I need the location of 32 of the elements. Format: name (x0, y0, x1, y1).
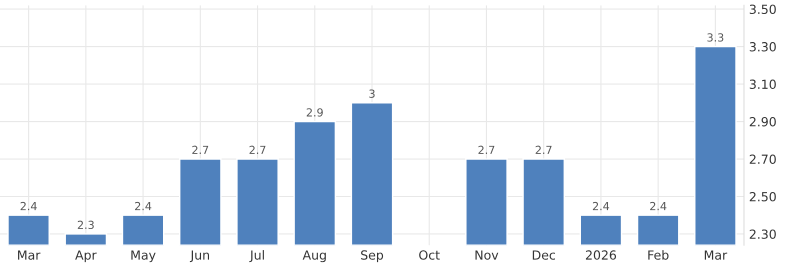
data-label: 2.9 (306, 108, 323, 117)
y-tick-label: 3.50 (750, 4, 776, 14)
x-tick-label: Oct (419, 250, 440, 260)
y-tick-label: 2.90 (750, 117, 776, 126)
data-label: 2.4 (592, 202, 610, 210)
y-tick-label: 2.30 (750, 229, 776, 239)
data-label: 2.7 (478, 146, 494, 154)
x-tick-label: Dec (532, 250, 556, 260)
y-tick-label: 3.10 (750, 80, 776, 89)
x-tick-label: Jun (190, 250, 210, 262)
x-tick-label: Aug (302, 250, 326, 262)
data-label: 2.7 (192, 146, 208, 154)
data-label: 2.4 (650, 202, 666, 210)
y-tick-label: 3.30 (750, 42, 776, 52)
x-tick-label: 2026 (586, 250, 616, 260)
x-tick-label: Jul (249, 250, 264, 262)
x-tick-label: Mar (18, 250, 40, 260)
data-label: 2.4 (135, 202, 152, 210)
x-tick-label: Mar (704, 250, 728, 260)
x-tick-label: May (131, 250, 156, 262)
data-label: 2.3 (78, 220, 94, 230)
x-tick-label: Nov (475, 250, 498, 260)
x-tick-label: Sep (361, 250, 384, 262)
x-tick-label: Apr (75, 250, 97, 262)
data-label: 2.7 (250, 146, 266, 154)
data-label: 2.7 (536, 146, 552, 154)
y-tick-label: 2.50 (750, 192, 776, 202)
data-label: 3.3 (707, 33, 724, 42)
data-label: 2.4 (20, 202, 37, 210)
y-tick-label: 2.70 (750, 154, 776, 164)
data-label: 3 (369, 89, 375, 98)
x-tick-label: Feb (648, 250, 669, 260)
